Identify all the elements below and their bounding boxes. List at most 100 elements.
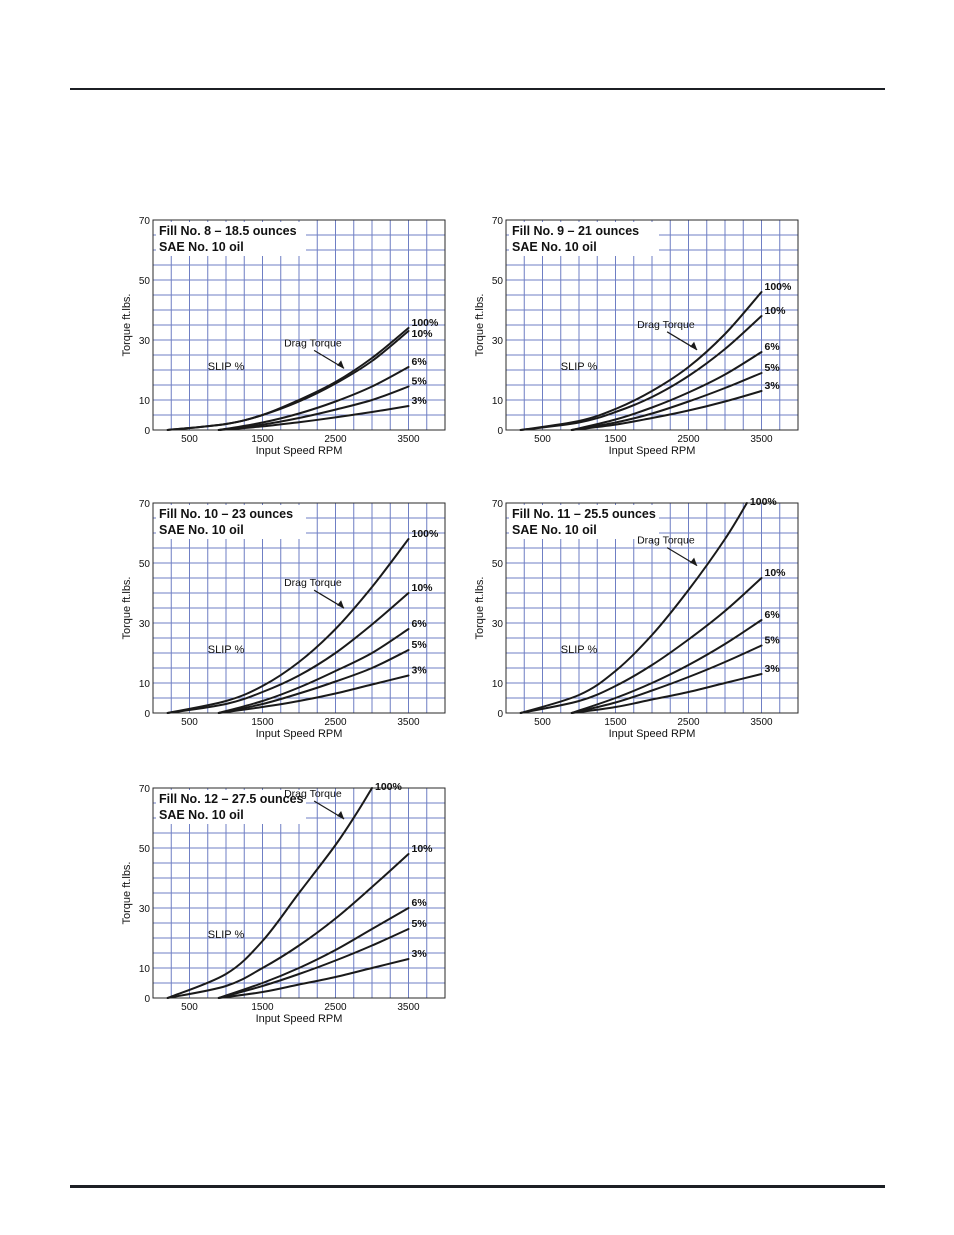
series-end-label: 10%: [765, 305, 787, 317]
series-line: [519, 502, 748, 714]
series-line: [570, 372, 763, 431]
series-line: [217, 366, 410, 431]
chart-title: Fill No. 10 – 23 ounces: [159, 507, 293, 521]
x-tick-label: 2500: [677, 717, 700, 728]
y-tick-label: 50: [139, 559, 151, 570]
series-line: [217, 907, 410, 999]
slip-annotation: SLIP %: [561, 644, 598, 656]
y-tick-label: 0: [497, 426, 503, 437]
y-tick-label: 0: [144, 994, 150, 1005]
y-tick-label: 10: [492, 679, 504, 690]
x-axis-label: Input Speed RPM: [256, 728, 343, 740]
y-tick-label: 30: [139, 619, 151, 630]
x-tick-label: 3500: [750, 434, 773, 445]
x-tick-label: 3500: [750, 717, 773, 728]
chart-fill-12: Fill No. 12 – 27.5 ounces SAE No. 10 oil 0…: [121, 781, 446, 1025]
y-tick-label: 30: [492, 336, 504, 347]
title-backing: [509, 505, 659, 539]
y-axis-label: Torque ft.lbs.: [121, 577, 133, 640]
chart-subtitle: SAE No. 10 oil: [159, 240, 244, 254]
series-line: [166, 787, 373, 999]
y-tick-label: 50: [139, 276, 151, 287]
x-tick-label: 3500: [397, 717, 420, 728]
title-backing: [156, 222, 306, 256]
series-line: [166, 592, 410, 714]
x-tick-label: 3500: [397, 434, 420, 445]
series-line: [570, 619, 763, 714]
title-backing: [509, 222, 659, 256]
slip-annotation: SLIP %: [561, 361, 598, 373]
chart-subtitle: SAE No. 10 oil: [512, 523, 597, 537]
y-tick-label: 50: [492, 559, 504, 570]
series-end-label: 6%: [765, 609, 781, 621]
series-end-label: 6%: [412, 897, 428, 909]
y-tick-label: 30: [492, 619, 504, 630]
series-end-label: 10%: [412, 328, 434, 340]
series-line: [217, 674, 410, 714]
x-axis-label: Input Speed RPM: [256, 1013, 343, 1025]
y-tick-label: 10: [139, 964, 151, 975]
series-end-label: 100%: [375, 781, 403, 793]
series-end-label: 10%: [765, 567, 787, 579]
y-tick-label: 70: [492, 216, 504, 227]
chart-subtitle: SAE No. 10 oil: [512, 240, 597, 254]
series-line: [570, 390, 763, 431]
series-line: [217, 958, 410, 999]
x-tick-label: 1500: [251, 434, 274, 445]
x-tick-label: 1500: [251, 717, 274, 728]
series-end-label: 100%: [412, 528, 440, 540]
y-tick-label: 70: [139, 784, 151, 795]
y-tick-label: 30: [139, 336, 151, 347]
series-end-label: 6%: [765, 341, 781, 353]
y-tick-label: 70: [139, 499, 151, 510]
chart-subtitle: SAE No. 10 oil: [159, 808, 244, 822]
series-line: [166, 853, 410, 999]
series-line: [217, 385, 410, 431]
header-rule: [70, 88, 885, 90]
footer-rule: [70, 1185, 885, 1188]
y-tick-label: 50: [492, 276, 504, 287]
series-line: [570, 351, 763, 431]
y-tick-label: 10: [139, 679, 151, 690]
x-tick-label: 2500: [324, 434, 347, 445]
x-tick-label: 1500: [604, 717, 627, 728]
series-line: [217, 628, 410, 714]
x-tick-label: 500: [534, 434, 551, 445]
series-end-label: 10%: [412, 843, 434, 855]
series-line: [519, 291, 763, 431]
series-line: [570, 673, 763, 714]
x-axis-label: Input Speed RPM: [609, 728, 696, 740]
series-end-label: 5%: [412, 639, 428, 651]
chart-fill-9: Fill No. 9 – 21 ounces SAE No. 10 oil 0 10 3…: [474, 216, 799, 457]
drag-torque-arrow-head: [337, 600, 345, 609]
x-tick-label: 500: [181, 434, 198, 445]
series-end-label: 6%: [412, 356, 428, 368]
drag-torque-arrow-head: [690, 341, 698, 350]
series-line: [519, 577, 763, 714]
x-tick-label: 3500: [397, 1002, 420, 1013]
series-end-label: 3%: [412, 665, 428, 677]
chart-title: Fill No. 12 – 27.5 ounces: [159, 792, 304, 806]
chart-fill-11: Fill No. 11 – 25.5 ounces SAE No. 10 oil 0…: [474, 496, 799, 740]
series-line: [217, 405, 410, 431]
chart-title: Fill No. 9 – 21 ounces: [512, 224, 639, 238]
y-axis-label: Torque ft.lbs.: [474, 294, 486, 357]
slip-annotation: SLIP %: [208, 644, 245, 656]
series-end-label: 5%: [412, 918, 428, 930]
slip-annotation: SLIP %: [208, 361, 245, 373]
series-end-label: 5%: [765, 362, 781, 374]
x-tick-label: 500: [534, 717, 551, 728]
series-end-label: 10%: [412, 582, 434, 594]
x-tick-label: 2500: [324, 1002, 347, 1013]
drag-torque-arrow-head: [337, 811, 345, 819]
series-end-label: 3%: [765, 380, 781, 392]
series-end-label: 3%: [412, 395, 428, 407]
y-tick-label: 30: [139, 904, 151, 915]
series-line: [217, 649, 410, 714]
series-end-label: 5%: [765, 635, 781, 647]
series-line: [166, 330, 410, 431]
y-tick-label: 50: [139, 844, 151, 855]
series-end-label: 100%: [750, 496, 778, 508]
x-tick-label: 2500: [677, 434, 700, 445]
title-backing: [156, 505, 306, 539]
